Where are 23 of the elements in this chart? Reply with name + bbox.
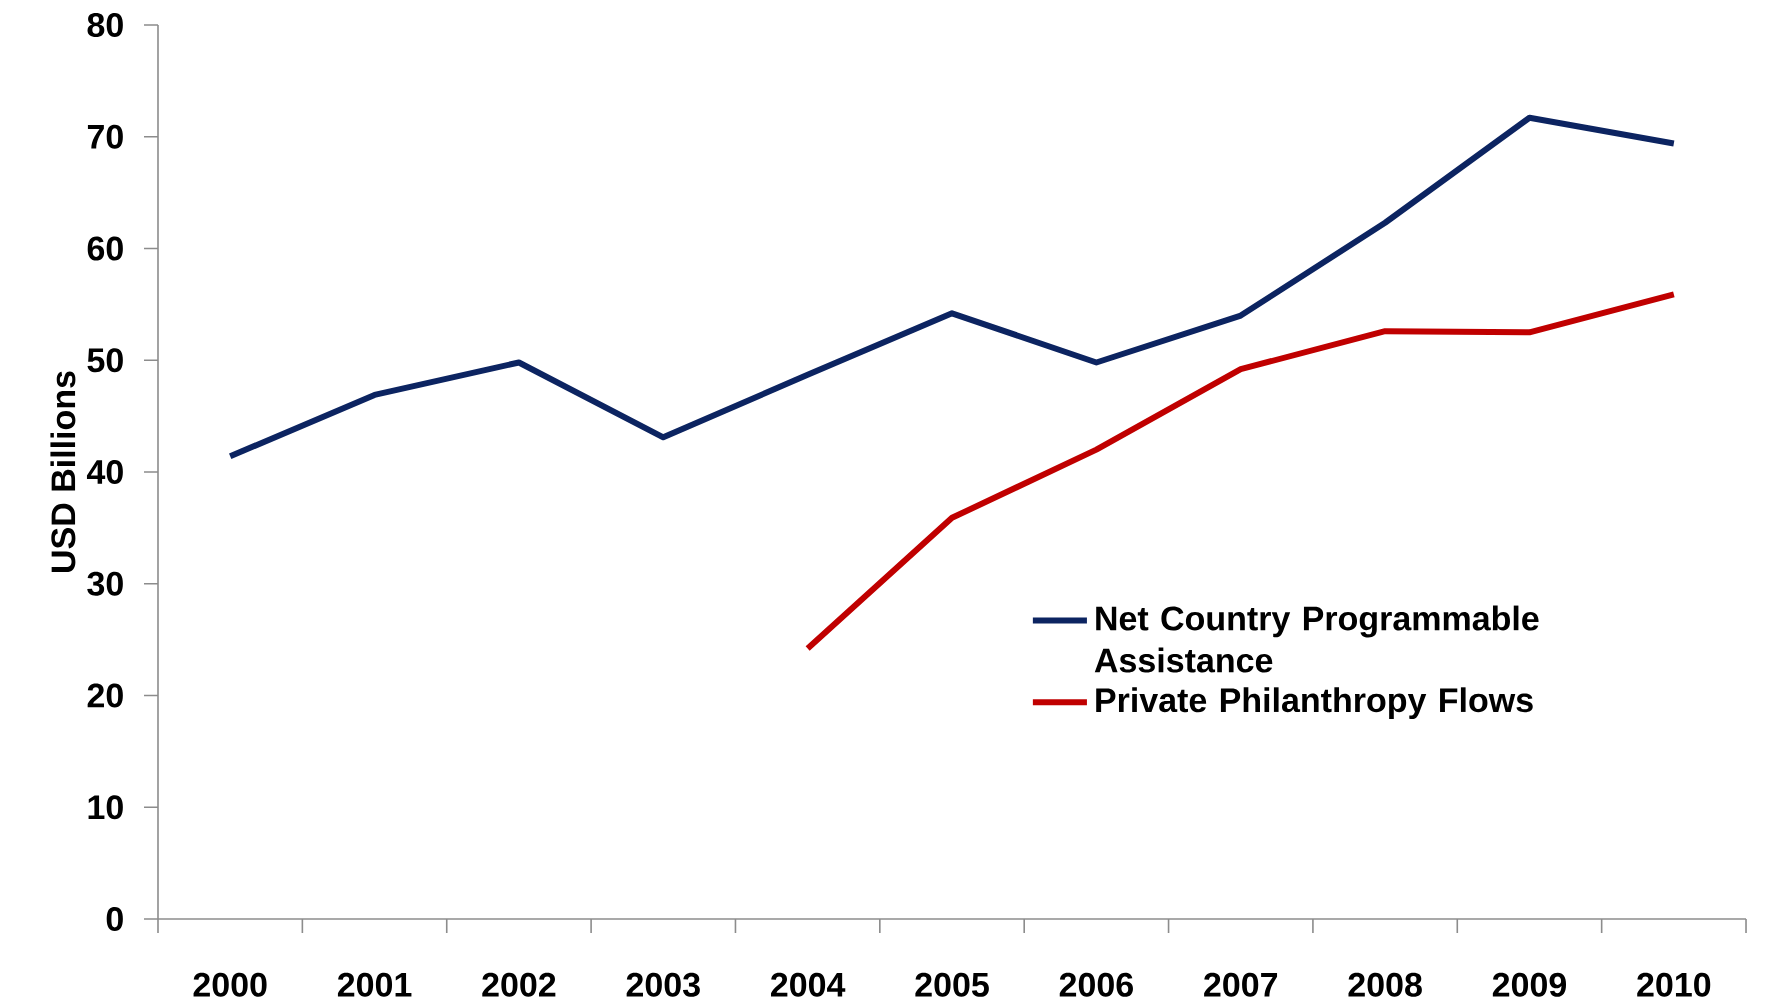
y-axis-title: USD Billions [50, 371, 76, 572]
x-tick-label: 2010 [1637, 972, 1711, 997]
x-tick-label: 2004 [771, 972, 846, 997]
legend-label: Private Philanthropy Flows [1096, 687, 1533, 719]
x-tick-label: 2006 [1059, 972, 1133, 997]
x-tick-label: 2000 [193, 972, 267, 997]
y-tick-label: 80 [87, 12, 123, 37]
x-tick-label: 2005 [915, 972, 989, 997]
y-tick-label: 0 [106, 906, 123, 931]
x-tick-label: 2009 [1492, 972, 1567, 997]
x-tick-label: 2007 [1204, 972, 1278, 997]
x-tick-label: 2001 [337, 972, 412, 997]
legend-label: Net Country Programmable Assistance [1094, 605, 1539, 673]
y-tick-label: 50 [87, 348, 123, 373]
y-tick-label: 60 [87, 236, 123, 261]
x-tick-label: 2002 [482, 972, 556, 997]
x-tick-label: 2003 [626, 972, 700, 997]
x-tick-label: 2008 [1348, 972, 1422, 997]
y-tick-label: 20 [87, 683, 123, 708]
y-tick-label: 30 [87, 571, 123, 596]
y-tick-label: 40 [86, 459, 123, 484]
y-tick-label: 70 [87, 124, 123, 149]
y-tick-label: 10 [88, 795, 123, 820]
